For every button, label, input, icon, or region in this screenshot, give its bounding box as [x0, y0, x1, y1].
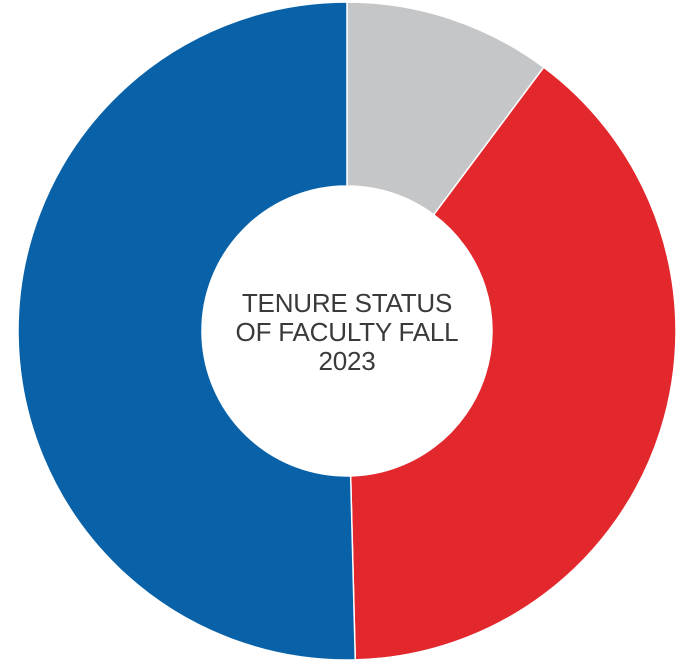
center-title-line-2: OF FACULTY FALL	[235, 317, 459, 347]
donut-slice-2	[349, 66, 677, 660]
donut-slice-3	[17, 1, 357, 660]
center-title-line-3: 2023	[318, 346, 376, 376]
chart-center-title: TENURE STATUS OF FACULTY FALL 2023	[220, 289, 474, 376]
center-title-line-1: TENURE STATUS	[241, 288, 453, 318]
